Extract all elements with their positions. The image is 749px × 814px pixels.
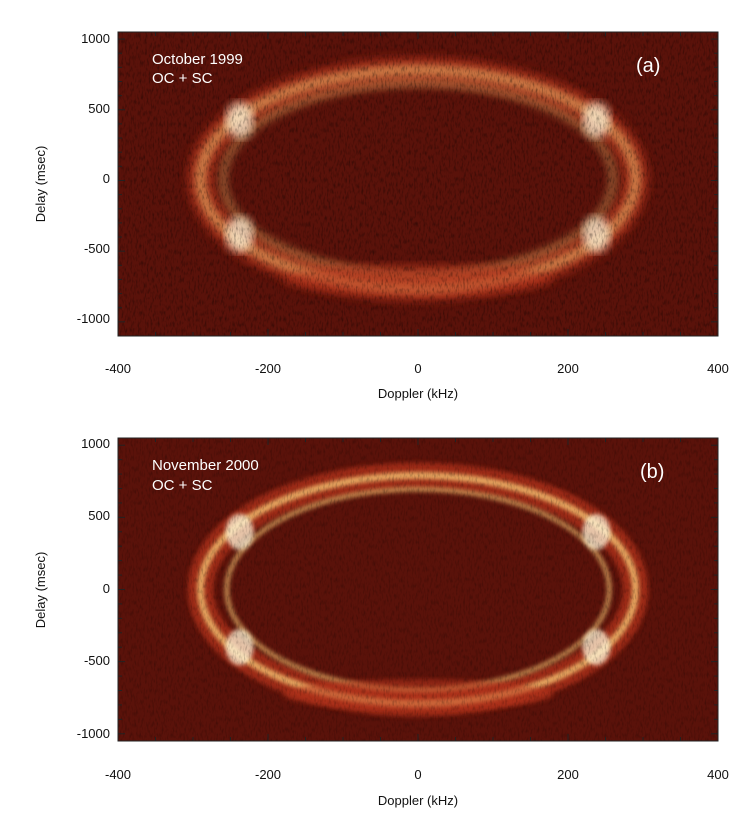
panel-b-annotation-line-2: OC + SC: [152, 477, 213, 494]
panel-b-ticks: [117, 438, 719, 741]
panel-b-annotation-line-1: November 2000: [152, 457, 259, 474]
panel-a-x-tick-label: 0: [414, 361, 421, 376]
panel-b-y-tick-label: -500: [84, 653, 110, 668]
panel-b-x-tick-label: 200: [557, 767, 579, 782]
panel-b-x-tick-label: -400: [105, 767, 131, 782]
panel-a-x-tick-label: -400: [105, 361, 131, 376]
panel-b-speckle: [118, 438, 718, 741]
panel-a-annotation-line-2: OC + SC: [152, 70, 213, 87]
panel-a-y-tick-label: -1000: [77, 311, 110, 326]
panel-a: October 1999 OC + SC (a) 1000 500 0 -500…: [33, 31, 729, 401]
panel-a-x-axis-label: Doppler (kHz): [378, 386, 458, 401]
panel-b-y-tick-label: 500: [88, 508, 110, 523]
panel-a-y-axis-label: Delay (msec): [33, 146, 48, 223]
panel-b-y-tick-label: 1000: [81, 436, 110, 451]
panel-a-x-tick-label: 400: [707, 361, 729, 376]
panel-a-y-tick-label: 500: [88, 101, 110, 116]
panel-a-x-tick-label: -200: [255, 361, 281, 376]
panel-b-y-tick-label: 0: [103, 581, 110, 596]
panel-b-x-tick-label: 0: [414, 767, 421, 782]
panel-b-x-tick-label: 400: [707, 767, 729, 782]
panel-a-y-tick-label: -500: [84, 241, 110, 256]
panel-a-label: (a): [636, 55, 660, 77]
panel-a-speckle: [118, 32, 718, 336]
panel-a-y-tick-label: 1000: [81, 31, 110, 46]
panel-a-annotation-line-1: October 1999: [152, 51, 243, 68]
panel-a-ticks: [117, 32, 719, 336]
panel-b: November 2000 OC + SC (b) 1000 500 0 -50…: [33, 436, 729, 808]
panel-a-y-tick-label: 0: [103, 171, 110, 186]
panel-b-y-axis-label: Delay (msec): [33, 552, 48, 629]
panel-b-label: (b): [640, 461, 664, 483]
panel-a-x-tick-label: 200: [557, 361, 579, 376]
panel-b-x-axis-label: Doppler (kHz): [378, 793, 458, 808]
panel-b-x-tick-label: -200: [255, 767, 281, 782]
panel-b-y-tick-label: -1000: [77, 726, 110, 741]
